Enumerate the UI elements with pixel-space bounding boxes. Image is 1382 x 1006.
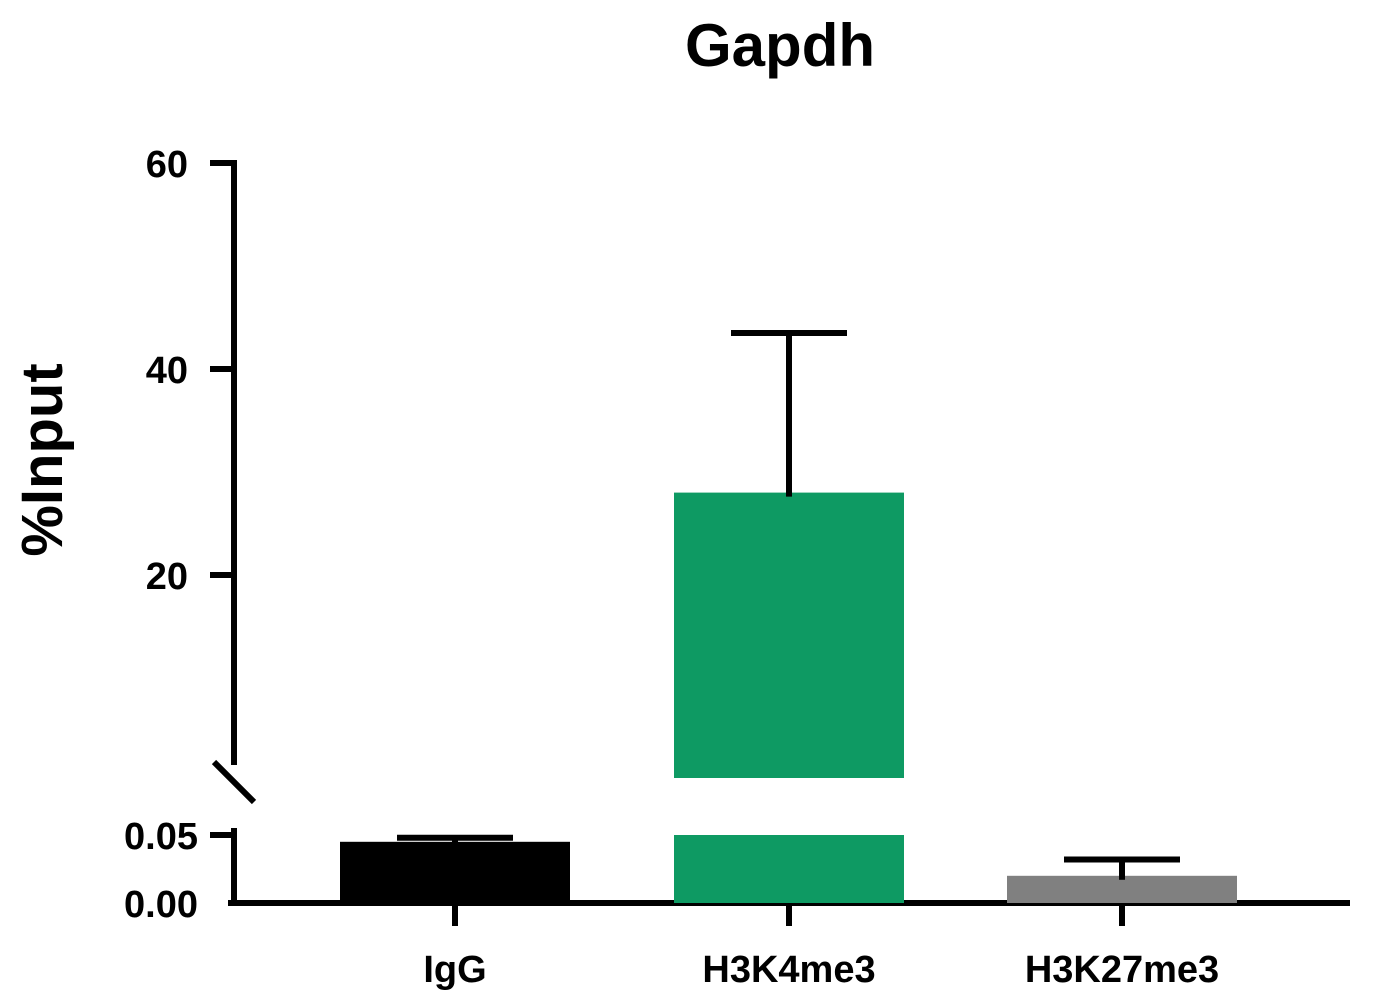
chart-title: Gapdh [685,12,875,79]
bar-lower [674,835,904,903]
y-tick-label: 40 [146,350,188,392]
ticks: 20 40 60 0.00 0.05 IgG H3K4me3 H3K27me3 [124,144,1219,991]
bar [1007,875,1237,903]
bar [674,492,904,778]
y-axis-label: %Input [10,363,75,556]
y-tick-label: 60 [146,144,188,186]
y-tick-label: 0.00 [124,884,198,926]
bar [340,841,570,903]
x-tick-label: H3K27me3 [1025,949,1219,991]
x-tick-label: IgG [423,949,486,991]
y-tick-label: 20 [146,556,188,598]
y-tick-label: 0.05 [124,816,198,858]
axis-break-mark [211,759,257,805]
x-tick-label: H3K4me3 [702,949,875,991]
bars [340,329,1237,903]
